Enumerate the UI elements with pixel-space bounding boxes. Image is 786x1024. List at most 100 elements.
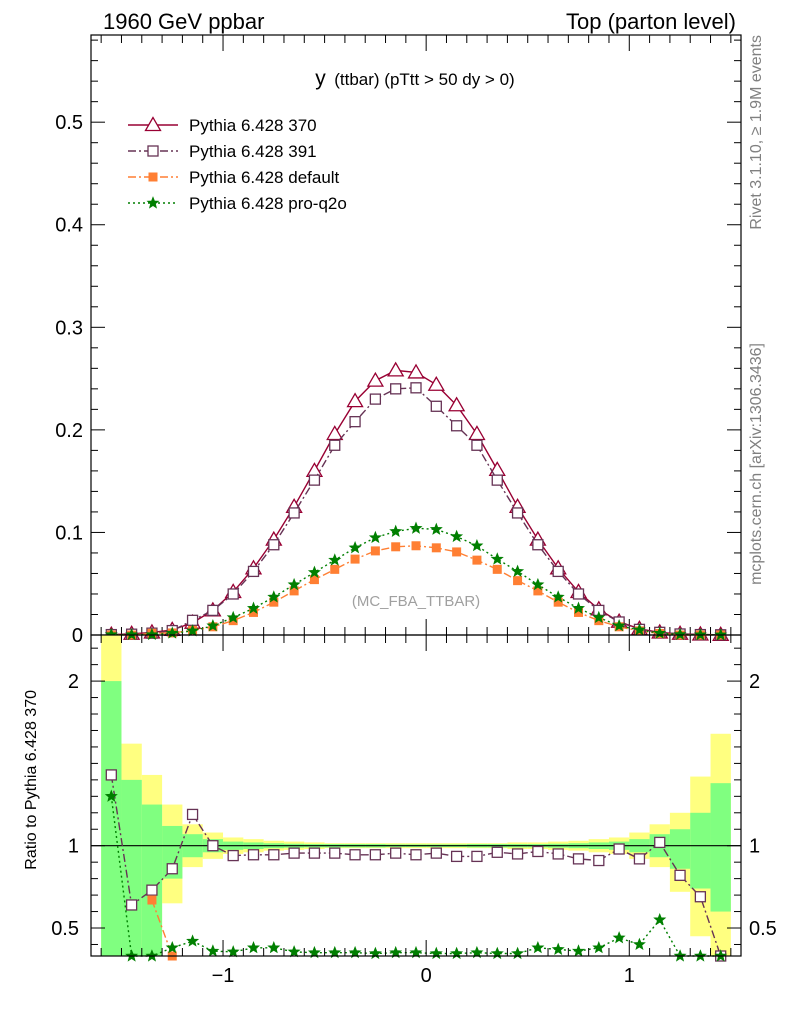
legend-entry-pythia-6-428-default: Pythia 6.428 default [128,168,340,187]
ratio-point [551,942,565,955]
ratio-point [227,849,239,862]
ratio-point [552,848,564,860]
main-point [592,610,606,624]
ratio-line-pythia-6-428-pro-q2o [110,796,721,957]
uncertainty-band-green [710,783,731,912]
legend-label: Pythia 6.428 370 [189,116,317,135]
ratio-point [612,931,626,944]
plot-title-main: y [315,67,326,90]
main-point [673,627,687,640]
main-point [267,590,281,603]
main-point [207,604,219,617]
ratio-point [369,849,382,861]
ratio-point [368,946,382,960]
main-plot: 0 0.1 0.2 0.3 0.4 0.5 y (ttbar) (pTtt > 50 dy… [55,34,742,647]
legend-label: Pythia 6.428 pro-q2o [189,194,347,213]
series-pythia-6-428-pro-q2o [104,789,728,962]
ratio-y-tick-label: 2 [68,671,79,693]
ratio-point [348,945,362,959]
main-point [308,474,321,486]
main-point [511,564,525,577]
main-point [145,627,159,641]
ratio-point [308,847,321,859]
ratio-point [511,946,525,960]
ratio-point [268,849,280,861]
ratio-point [410,849,422,861]
ratio-point [349,849,361,861]
main-point [349,416,361,428]
main-point [450,420,463,432]
main-point [452,547,462,557]
ratio-point [247,940,260,954]
main-point [226,610,240,624]
ratio-point [390,847,402,859]
main-point [447,396,466,412]
ratio-plot: 0.5 0.5 1 1 2 2 −1 0 1 Ratio to Pythia 6.428 37… [23,634,777,987]
main-point [653,626,667,639]
series-pythia-6-428-391 [105,769,727,962]
main-point [268,539,280,551]
y-tick-label: 0.5 [55,112,83,134]
main-point [409,521,423,534]
legend-marker [148,172,158,182]
ratio-point [572,944,585,957]
ratio-point [653,912,667,926]
legend-marker [146,196,160,209]
main-point [348,540,362,554]
ratio-point [633,853,646,865]
ratio-point [450,850,463,863]
main-point [368,530,382,544]
ratio-point [307,945,321,959]
main-point [612,618,626,632]
ratio-point [288,847,300,859]
ratio-point [186,808,199,821]
ratio-point [125,899,138,911]
ratio-uncertainty-bands [91,635,741,956]
ratio-point [287,945,301,958]
main-point [247,565,260,578]
ratio-plot-frame [90,634,742,957]
ratio-point [207,840,219,852]
main-point [227,588,239,600]
ratio-point [206,944,220,957]
main-point [288,507,300,519]
main-point [632,623,646,636]
y-tick-label: 0.4 [55,215,83,237]
main-point [329,439,341,451]
main-series-layer [102,361,730,641]
ratio-series-layer [104,769,728,962]
ratio-y-tick-label: 0.5 [51,918,79,940]
main-point [206,618,220,632]
series-pythia-6-428-default [106,541,726,640]
legend-marker [147,145,159,157]
ratio-point [490,946,504,960]
ratio-point [267,940,281,954]
ratio-point [532,845,544,858]
main-point [491,474,503,486]
rivet-version-label: Rivet 3.1.10, ≥ 1.9M events [748,35,765,230]
main-point [714,628,728,641]
main-point [350,554,360,564]
uncertainty-band-green [121,779,142,956]
ratio-point [511,848,524,860]
main-point [572,588,585,600]
uncertainty-band-green [141,804,163,956]
ratio-point [105,769,117,781]
ratio-point [147,895,157,905]
ratio-point [166,863,178,875]
ratio-point [531,940,545,954]
legend-entry-pythia-6-428-391: Pythia 6.428 391 [128,142,317,161]
main-point [427,375,445,391]
y-tick-label: 0 [72,625,83,647]
ratio-point [593,854,605,867]
ratio-point [389,945,403,959]
main-point [346,392,364,408]
uncertainty-band-green [101,681,122,956]
uncertainty-band-green [690,812,711,889]
main-point [532,539,544,551]
ratio-point [247,849,260,861]
x-tick-label: −1 [212,965,235,987]
legend-label: Pythia 6.428 391 [189,142,317,161]
y-tick-label: 0.2 [55,420,83,442]
main-point [551,590,565,603]
